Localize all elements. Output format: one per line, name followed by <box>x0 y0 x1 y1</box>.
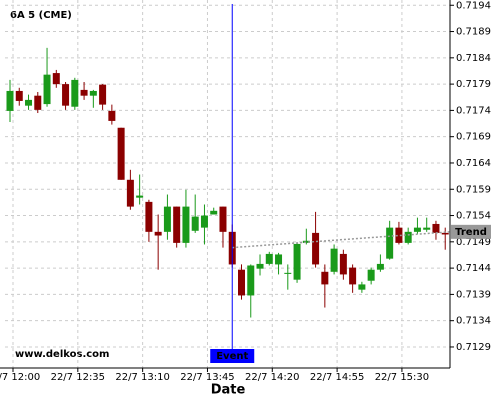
candle-body <box>15 90 23 101</box>
y-tick-label: 0.7144 <box>456 263 491 274</box>
candle-body <box>182 206 190 243</box>
candle-body <box>62 84 70 106</box>
candle-body <box>349 267 357 285</box>
trend-line <box>232 231 451 249</box>
candle-body <box>321 271 329 285</box>
candle-body <box>210 210 218 215</box>
y-tick-label: 0.7174 <box>456 105 491 116</box>
candle-body <box>136 195 144 198</box>
y-tick-label: 0.7169 <box>456 132 491 143</box>
candle-body <box>219 206 227 232</box>
candle-body <box>395 227 403 243</box>
candle-body <box>163 206 171 232</box>
candle-body <box>238 269 245 296</box>
candle-body <box>293 243 301 280</box>
event-label: Event <box>216 351 248 362</box>
candle-body <box>367 269 375 281</box>
candle-body <box>191 216 199 231</box>
candle-body <box>358 284 366 290</box>
candle-body <box>71 79 79 107</box>
candle-body <box>25 99 33 106</box>
candle-body <box>256 263 264 269</box>
x-tick-label: 22/7 13:10 <box>115 372 169 383</box>
candle-body <box>441 232 449 235</box>
candle-body <box>432 223 440 233</box>
candle-body <box>200 215 208 228</box>
x-tick-label: 22/7 14:20 <box>245 372 299 383</box>
chart-title: 6A 5 (CME) <box>10 10 72 21</box>
y-tick-label: 0.7194 <box>456 0 491 11</box>
y-tick-label: 0.7184 <box>456 53 491 64</box>
candle-body <box>80 89 88 96</box>
y-tick-label: 0.7149 <box>456 237 491 248</box>
y-tick-label: 0.7164 <box>456 158 491 169</box>
candle-body <box>6 90 14 111</box>
x-tick-label: 22/7 14:55 <box>310 372 364 383</box>
y-tick-label: 0.7179 <box>456 79 491 90</box>
y-tick-label: 0.7154 <box>456 211 491 222</box>
y-tick-label: 0.7159 <box>456 184 491 195</box>
y-tick-label: 0.7139 <box>456 289 491 300</box>
candle-body <box>247 265 255 296</box>
x-tick-label: 22/7 12:00 <box>0 372 40 383</box>
candle-body <box>284 272 292 274</box>
x-tick-label: 22/7 12:35 <box>51 372 105 383</box>
candle-body <box>330 248 338 272</box>
y-tick-label: 0.7134 <box>456 316 491 327</box>
candle-body <box>275 254 283 265</box>
candle-body <box>52 73 60 85</box>
candle-body <box>126 179 134 207</box>
candle-body <box>312 232 320 265</box>
candle-body <box>89 90 97 96</box>
candle-body <box>265 253 273 264</box>
candle-body <box>43 74 51 105</box>
x-axis-label: Date <box>211 383 246 398</box>
candle-body <box>99 84 107 105</box>
candle-body <box>423 227 431 230</box>
candle-body <box>117 127 125 180</box>
x-tick-label: 22/7 15:30 <box>375 372 429 383</box>
candle-body <box>376 263 384 270</box>
event-label-box <box>210 349 255 363</box>
y-tick-label: 0.7129 <box>456 342 491 353</box>
y-tick-label: 0.7189 <box>456 27 491 38</box>
candle-body <box>339 253 347 275</box>
trend-label: Trend <box>455 227 487 238</box>
candle-body <box>154 231 162 236</box>
x-tick-label: 22/7 13:45 <box>180 372 234 383</box>
candle-body <box>108 110 116 121</box>
candle-body <box>173 206 181 243</box>
candle-body <box>34 95 42 110</box>
watermark: www.delkos.com <box>15 349 109 360</box>
candle-body <box>404 231 412 243</box>
trend-label-box <box>451 224 491 239</box>
candle-body <box>302 240 310 243</box>
candle-body <box>413 227 421 232</box>
candle-body <box>145 201 153 232</box>
candle-body <box>386 227 394 259</box>
